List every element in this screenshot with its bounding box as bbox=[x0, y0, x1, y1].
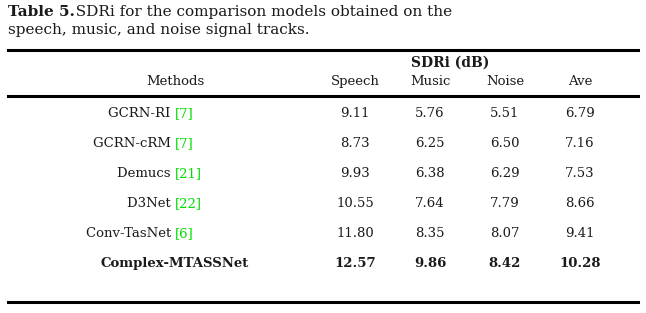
Text: Music: Music bbox=[410, 75, 450, 88]
Text: Ave: Ave bbox=[568, 75, 592, 88]
Text: [7]: [7] bbox=[175, 107, 194, 120]
Text: 6.29: 6.29 bbox=[490, 167, 520, 180]
Text: 6.25: 6.25 bbox=[415, 137, 444, 150]
Text: 6.50: 6.50 bbox=[490, 137, 520, 150]
Text: Methods: Methods bbox=[146, 75, 204, 88]
Text: [6]: [6] bbox=[175, 227, 194, 240]
Text: 9.86: 9.86 bbox=[414, 257, 446, 270]
Text: 9.93: 9.93 bbox=[340, 167, 370, 180]
Text: 7.53: 7.53 bbox=[565, 167, 595, 180]
Text: 7.64: 7.64 bbox=[415, 197, 445, 210]
Text: 8.66: 8.66 bbox=[565, 197, 595, 210]
Text: 5.51: 5.51 bbox=[490, 107, 519, 120]
Text: GCRN-cRM: GCRN-cRM bbox=[93, 137, 175, 150]
Text: 12.57: 12.57 bbox=[334, 257, 376, 270]
Text: SDRi (dB): SDRi (dB) bbox=[411, 56, 489, 70]
Text: speech, music, and noise signal tracks.: speech, music, and noise signal tracks. bbox=[8, 23, 309, 37]
Text: D3Net: D3Net bbox=[127, 197, 175, 210]
Text: [21]: [21] bbox=[175, 167, 202, 180]
Text: 9.11: 9.11 bbox=[340, 107, 370, 120]
Text: 7.16: 7.16 bbox=[565, 137, 595, 150]
Text: 10.28: 10.28 bbox=[559, 257, 601, 270]
Text: Speech: Speech bbox=[331, 75, 379, 88]
Text: 8.35: 8.35 bbox=[415, 227, 444, 240]
Text: Complex-MTASSNet: Complex-MTASSNet bbox=[101, 257, 249, 270]
Text: 6.38: 6.38 bbox=[415, 167, 445, 180]
Text: [7]: [7] bbox=[175, 137, 194, 150]
Text: Conv-TasNet: Conv-TasNet bbox=[85, 227, 175, 240]
Text: 9.41: 9.41 bbox=[565, 227, 595, 240]
Text: GCRN-RI: GCRN-RI bbox=[109, 107, 175, 120]
Text: SDRi for the comparison models obtained on the: SDRi for the comparison models obtained … bbox=[66, 5, 452, 19]
Text: 8.07: 8.07 bbox=[490, 227, 520, 240]
Text: 5.76: 5.76 bbox=[415, 107, 445, 120]
Text: Table 5.: Table 5. bbox=[8, 5, 75, 19]
Text: 8.42: 8.42 bbox=[489, 257, 521, 270]
Text: 11.80: 11.80 bbox=[336, 227, 374, 240]
Text: 8.73: 8.73 bbox=[340, 137, 370, 150]
Text: 6.79: 6.79 bbox=[565, 107, 595, 120]
Text: Noise: Noise bbox=[486, 75, 524, 88]
Text: 10.55: 10.55 bbox=[336, 197, 374, 210]
Text: [22]: [22] bbox=[175, 197, 202, 210]
Text: 7.79: 7.79 bbox=[490, 197, 520, 210]
Text: Demucs: Demucs bbox=[118, 167, 175, 180]
